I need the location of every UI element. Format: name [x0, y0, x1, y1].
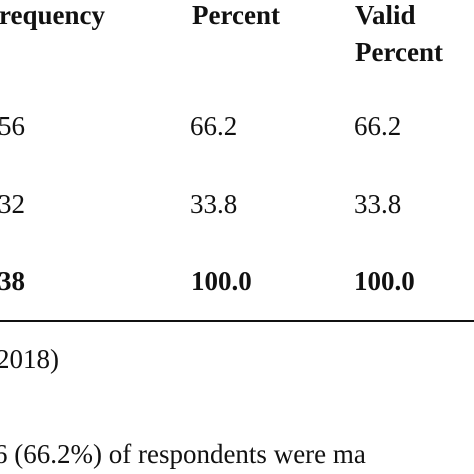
header-valid-percent-line2: Percent [355, 37, 443, 67]
row-2-percent: 33.8 [190, 189, 238, 219]
header-percent: Percent [192, 0, 280, 30]
header-valid-percent-line1: Valid [355, 0, 416, 30]
row-1-valid-percent: 66.2 [354, 111, 402, 141]
source-note: 2018) [0, 344, 59, 374]
total-frequency: 38 [0, 266, 25, 296]
body-text: 6 (66.2%) of respondents were ma [0, 439, 366, 469]
total-valid-percent: 100.0 [354, 266, 415, 296]
table-bottom-rule [0, 320, 474, 322]
row-2-valid-percent: 33.8 [354, 189, 402, 219]
header-frequency: requency [0, 0, 105, 30]
row-1-frequency: 56 [0, 111, 25, 141]
row-2-frequency: 32 [0, 189, 25, 219]
row-1-percent: 66.2 [190, 111, 238, 141]
total-percent: 100.0 [191, 266, 252, 296]
